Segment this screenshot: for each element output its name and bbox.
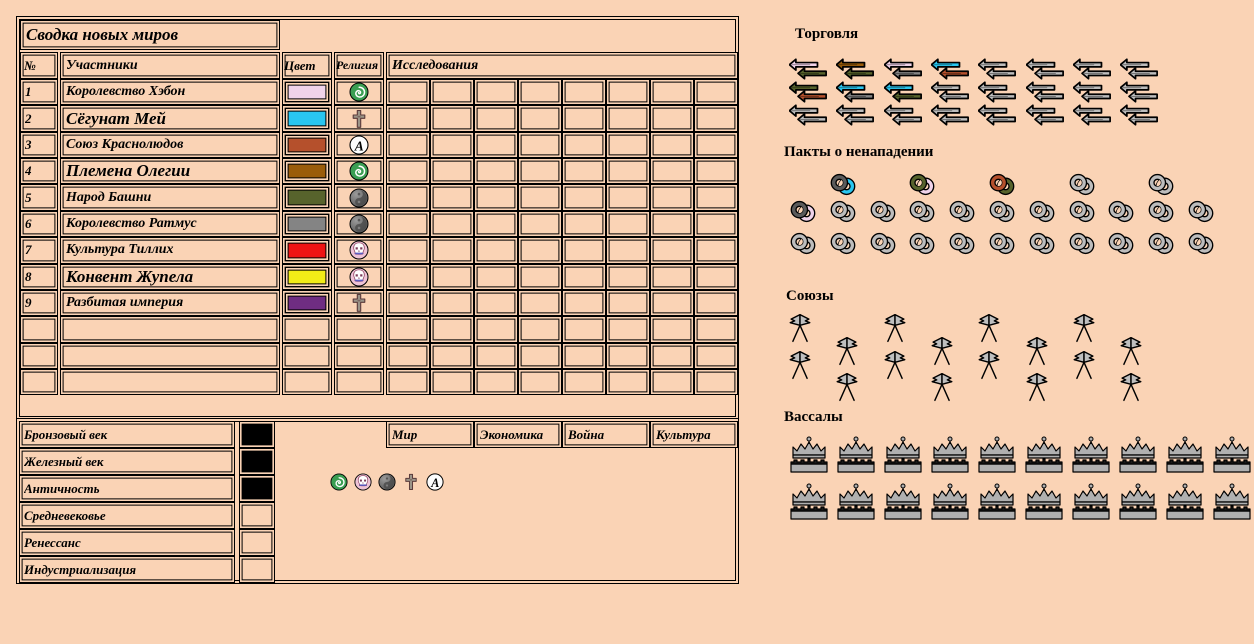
svg-text:A: A (430, 475, 439, 489)
svg-text:A: A (354, 138, 364, 153)
